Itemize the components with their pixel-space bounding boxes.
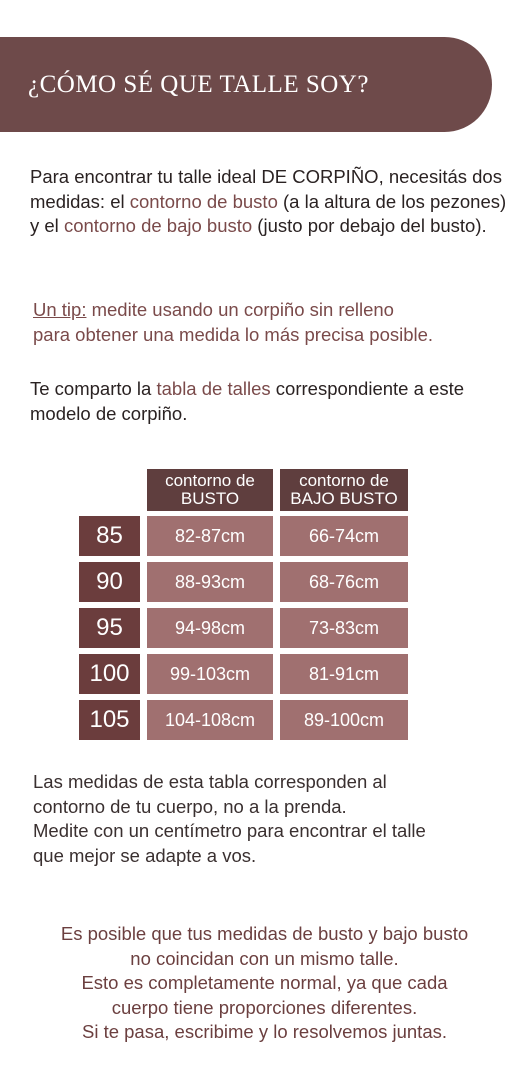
- text: (a la altura de los pezones) y el: [30, 190, 507, 237]
- size-cell: 85: [79, 516, 140, 556]
- title: ¿CÓMO SÉ QUE TALLE SOY?: [28, 71, 369, 98]
- measure-cell: 94-98cm: [147, 608, 273, 648]
- text: correspondiente a este modelo de corpiño…: [30, 378, 465, 424]
- text: Para encontrar tu talle ideal DE CORPIÑO…: [30, 166, 502, 212]
- size-cell: 90: [79, 562, 140, 602]
- tip: Un tip: medite usando un corpiño sin rel…: [33, 298, 513, 347]
- note-line: que mejor se adapte a vos.: [33, 844, 257, 866]
- text: (justo por debajo del busto).: [252, 215, 487, 236]
- closing-line: no coincidan con un mismo talle.: [130, 947, 399, 969]
- closing: Es posible que tus medidas de busto y ba…: [0, 922, 529, 1045]
- closing-line: Si te pasa, escribime y lo resolvemos ju…: [81, 1021, 447, 1042]
- intro: Para encontrar tu talle ideal DE CORPIÑO…: [30, 165, 520, 239]
- measure-cell: 68-76cm: [280, 562, 408, 602]
- header-line: BUSTO: [180, 489, 240, 508]
- tip-label: Un tip:: [33, 299, 87, 320]
- note-line: Medite con un centímetro para encontrar …: [33, 820, 426, 841]
- size-cell: 95: [79, 608, 140, 648]
- closing-line: cuerpo tiene proporciones diferentes.: [111, 996, 418, 1018]
- column-header: contorno de BUSTO: [147, 469, 273, 511]
- header-line: contorno de: [299, 471, 389, 490]
- text: Te comparto la: [30, 378, 157, 399]
- highlight: contorno de busto: [129, 190, 278, 212]
- header-banner: ¿CÓMO SÉ QUE TALLE SOY?: [0, 37, 492, 132]
- header-line: contorno de: [165, 471, 255, 490]
- size-cell: 100: [79, 654, 140, 694]
- closing-line: Esto es completamente normal, ya que cad…: [81, 972, 448, 993]
- note-line: contorno de tu cuerpo, no a la prenda.: [33, 795, 347, 817]
- highlight: tabla de talles: [156, 378, 271, 399]
- size-cell: 105: [79, 700, 140, 740]
- measure-cell: 81-91cm: [280, 654, 408, 694]
- measure-cell: 73-83cm: [280, 608, 408, 648]
- text: medite usando un corpiño sin relleno: [86, 299, 394, 320]
- text: para obtener una medida lo más precisa p…: [33, 323, 434, 345]
- measure-cell: 89-100cm: [280, 700, 408, 740]
- closing-line: Es posible que tus medidas de busto y ba…: [60, 923, 469, 944]
- measure-cell: 104-108cm: [147, 700, 273, 740]
- measure-cell: 66-74cm: [280, 516, 408, 556]
- measure-cell: 99-103cm: [147, 654, 273, 694]
- header-line: BAJO BUSTO: [290, 489, 398, 508]
- notes: Las medidas de esta tabla corresponden a…: [33, 770, 513, 868]
- measure-cell: 88-93cm: [147, 562, 273, 602]
- column-header: contorno de BAJO BUSTO: [280, 469, 408, 511]
- share: Te comparto la tabla de talles correspon…: [30, 377, 510, 426]
- highlight: contorno de bajo busto: [63, 215, 253, 236]
- note-line: Las medidas de esta tabla corresponden a…: [33, 771, 387, 792]
- measure-cell: 82-87cm: [147, 516, 273, 556]
